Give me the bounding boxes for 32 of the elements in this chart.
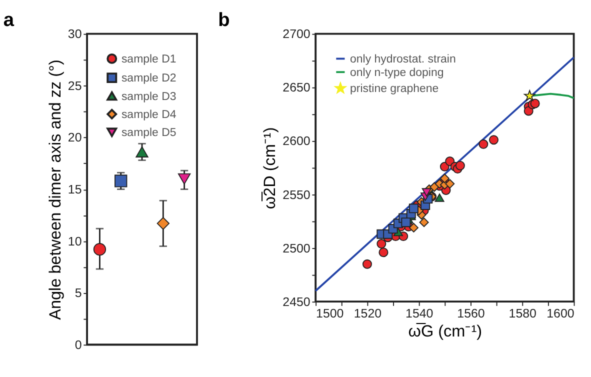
x-tick-label: 1540 (406, 306, 434, 320)
x-tick-label: 1560 (457, 306, 485, 320)
legend-label: sample D5 (121, 127, 176, 140)
y-tick-label: 2700 (282, 27, 310, 42)
x-axis-title: ω̅G (cm⁻¹) (408, 322, 482, 341)
x-tick-label: 1520 (354, 306, 382, 320)
y-axis-title: ω̅2D (cm⁻¹) (261, 127, 280, 210)
y-tick-label: 2550 (282, 188, 310, 202)
y-tick-label: 2450 (282, 294, 310, 309)
y-tick-label: 15 (68, 182, 82, 197)
chart-title: b (218, 10, 230, 32)
legend-label: sample D3 (121, 90, 176, 103)
legend-label: only hydrostat. strain (350, 54, 456, 66)
y-tick-label: 2500 (282, 241, 310, 256)
legend-label: sample D1 (121, 54, 176, 66)
chart-title: a (3, 10, 14, 32)
legend-label: sample D4 (121, 108, 177, 121)
y-tick-label: 2650 (282, 80, 310, 95)
x-tick-label: 1600 (546, 306, 574, 320)
y-tick-label: 20 (68, 130, 82, 145)
y-tick-label: 10 (68, 234, 82, 248)
y-tick-label: 0 (74, 338, 82, 352)
y-tick-label: 5 (74, 286, 82, 300)
y-tick-label: 25 (68, 78, 82, 93)
legend-label: sample D2 (121, 72, 176, 85)
x-tick-label: 1500 (316, 306, 344, 320)
legend-label: only n-type doping (350, 66, 444, 79)
legend-label: pristine graphene (350, 83, 439, 96)
y-axis-title: Angle between dimer axis and zz (°) (46, 60, 64, 320)
x-tick-label: 1580 (508, 306, 537, 320)
y-tick-label: 2600 (282, 134, 310, 148)
y-tick-label: 30 (68, 27, 82, 42)
